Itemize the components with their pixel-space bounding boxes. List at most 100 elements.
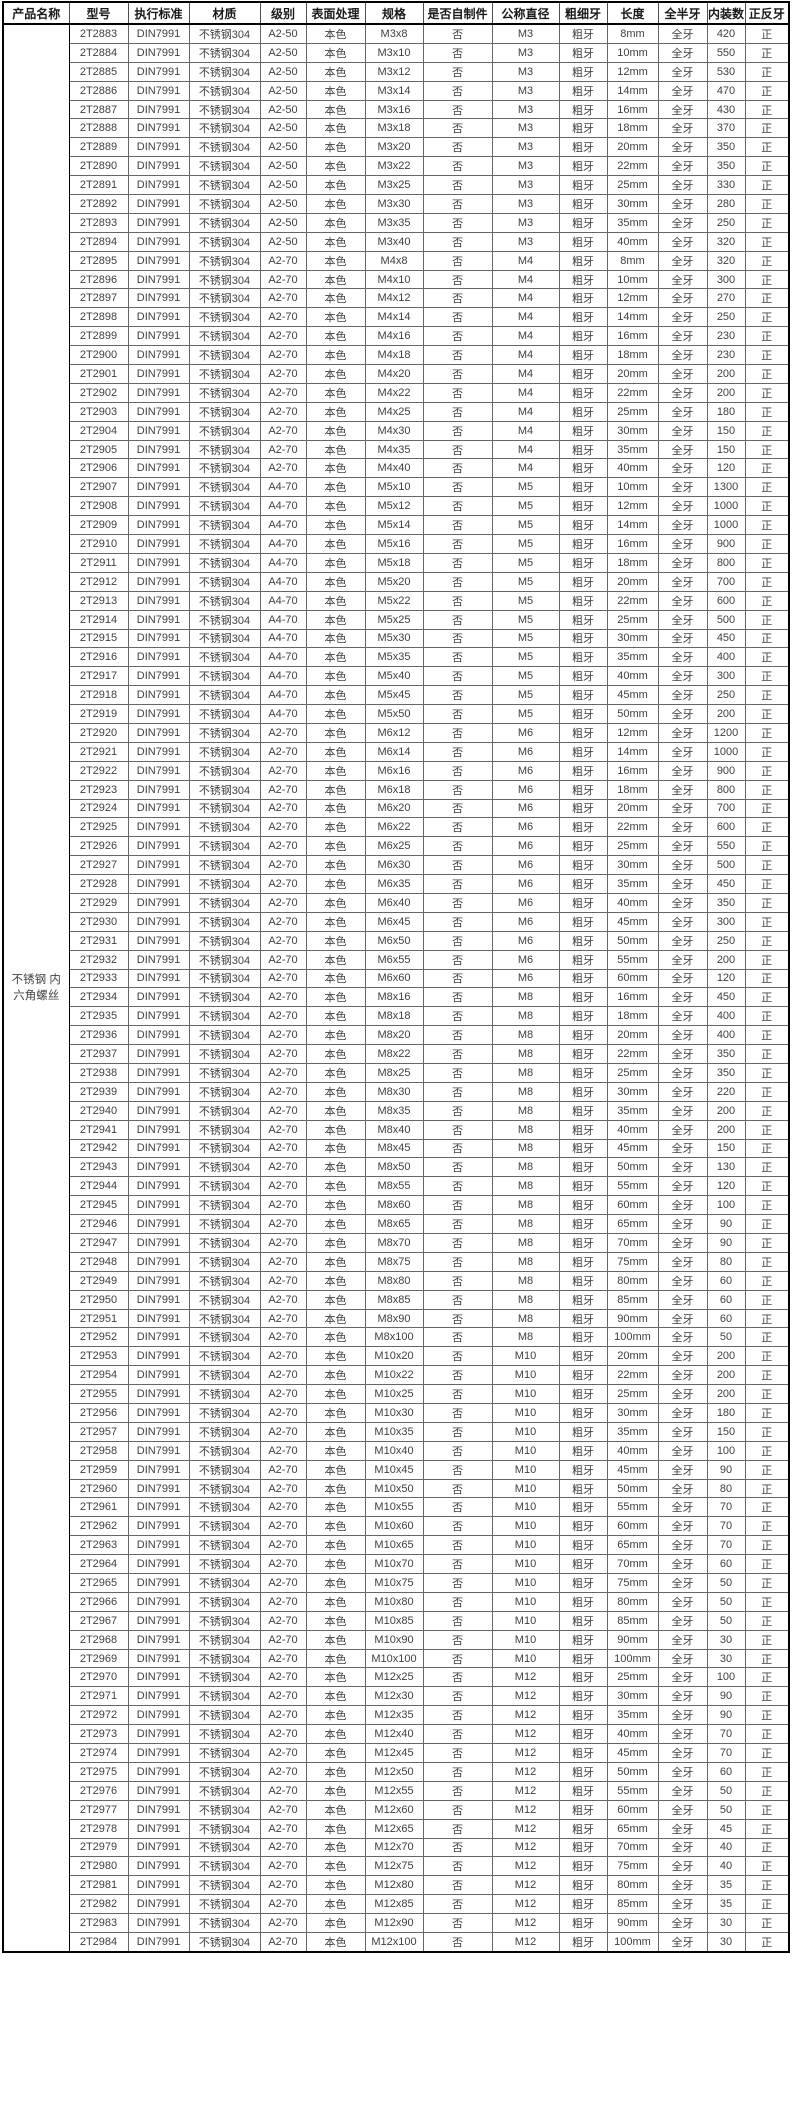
table-row: 2T2969 DIN7991 不锈钢304 A2-70 本色 M10x100 否 M10 粗牙 1… bbox=[3, 1648, 790, 1669]
cell-spec: M4x35 bbox=[364, 439, 424, 460]
cell-thread-pitch: 粗牙 bbox=[558, 42, 608, 63]
cell-surface-finish: 本色 bbox=[305, 1667, 366, 1688]
cell-thread-pitch: 粗牙 bbox=[558, 80, 608, 101]
cell-self-made: 否 bbox=[422, 1459, 493, 1480]
table-row: 2T2884 DIN7991 不锈钢304 A2-50 本色 M3x10 否 M3 粗牙 10mm… bbox=[3, 42, 790, 63]
cell-standard: DIN7991 bbox=[127, 930, 190, 951]
cell-grade: A2-70 bbox=[259, 1724, 307, 1745]
cell-model: 2T2889 bbox=[68, 137, 129, 158]
cell-model: 2T2982 bbox=[68, 1894, 129, 1915]
cell-grade: A2-70 bbox=[259, 1157, 307, 1178]
cell-pack-qty: 200 bbox=[706, 364, 746, 384]
cell-thread-coverage: 全牙 bbox=[657, 722, 708, 743]
cell-standard: DIN7991 bbox=[127, 1591, 190, 1612]
cell-thread-coverage: 全牙 bbox=[657, 628, 708, 649]
cell-surface-finish: 本色 bbox=[305, 156, 366, 177]
table-row: 2T2974 DIN7991 不锈钢304 A2-70 本色 M12x45 否 M12 粗牙 45… bbox=[3, 1743, 790, 1763]
cell-spec: M12x75 bbox=[364, 1856, 424, 1877]
cell-material: 不锈钢304 bbox=[188, 968, 261, 989]
cell-nominal-diameter: M4 bbox=[491, 250, 560, 271]
cell-nominal-diameter: M12 bbox=[491, 1931, 560, 1953]
cell-thread-pitch: 粗牙 bbox=[558, 1403, 608, 1423]
cell-model: 2T2974 bbox=[68, 1743, 129, 1763]
cell-surface-finish: 本色 bbox=[305, 571, 366, 592]
cell-length: 18mm bbox=[606, 118, 659, 139]
cell-standard: DIN7991 bbox=[127, 685, 190, 706]
table-row: 不锈钢 内六角螺丝 2T2883 DIN7991 不锈钢304 A2-50 本色 M3x8 否… bbox=[2, 23, 790, 1953]
cell-nominal-diameter: M4 bbox=[491, 458, 560, 479]
cell-model: 2T2979 bbox=[68, 1837, 129, 1858]
cell-thread-coverage: 全牙 bbox=[657, 1554, 708, 1575]
cell-thread-pitch: 粗牙 bbox=[558, 212, 608, 233]
cell-nominal-diameter: M12 bbox=[491, 1743, 560, 1763]
table-row: 2T2972 DIN7991 不锈钢304 A2-70 本色 M12x35 否 M12 粗牙 35… bbox=[3, 1705, 790, 1726]
cell-length: 16mm bbox=[606, 987, 659, 1008]
cell-pack-qty: 530 bbox=[706, 61, 746, 82]
cell-thread-coverage: 全牙 bbox=[657, 949, 708, 970]
cell-grade: A2-70 bbox=[259, 1648, 307, 1669]
cell-surface-finish: 本色 bbox=[305, 1913, 366, 1933]
cell-standard: DIN7991 bbox=[127, 458, 190, 479]
cell-spec: M5x30 bbox=[364, 628, 424, 649]
cell-pack-qty: 1300 bbox=[706, 477, 746, 498]
cell-length: 20mm bbox=[606, 1025, 659, 1046]
table-row: 2T2967 DIN7991 不锈钢304 A2-70 本色 M10x85 否 M10 粗牙 85… bbox=[3, 1610, 790, 1631]
cell-thread-pitch: 粗牙 bbox=[558, 1081, 608, 1102]
cell-self-made: 否 bbox=[422, 1799, 493, 1820]
cell-thread-pitch: 粗牙 bbox=[558, 930, 608, 951]
cell-grade: A4-70 bbox=[259, 628, 307, 649]
cell-pack-qty: 200 bbox=[706, 1346, 746, 1367]
cell-nominal-diameter: M12 bbox=[491, 1856, 560, 1877]
cell-pack-qty: 50 bbox=[706, 1573, 746, 1593]
cell-thread-pitch: 粗牙 bbox=[558, 1931, 608, 1953]
cell-model: 2T2947 bbox=[68, 1233, 129, 1253]
cell-grade: A2-70 bbox=[259, 1478, 307, 1499]
cell-thread-direction: 正 bbox=[744, 836, 790, 857]
cell-standard: DIN7991 bbox=[127, 1459, 190, 1480]
cell-spec: M5x22 bbox=[364, 590, 424, 611]
cell-thread-pitch: 粗牙 bbox=[558, 628, 608, 649]
cell-self-made: 否 bbox=[422, 1573, 493, 1593]
cell-surface-finish: 本色 bbox=[305, 1629, 366, 1650]
cell-grade: A4-70 bbox=[259, 496, 307, 517]
cell-self-made: 否 bbox=[422, 1724, 493, 1745]
cell-surface-finish: 本色 bbox=[305, 855, 366, 876]
cell-self-made: 否 bbox=[422, 99, 493, 120]
cell-thread-pitch: 粗牙 bbox=[558, 552, 608, 573]
cell-thread-pitch: 粗牙 bbox=[558, 911, 608, 932]
cell-grade: A2-70 bbox=[259, 1591, 307, 1612]
cell-nominal-diameter: M5 bbox=[491, 496, 560, 517]
cell-model: 2T2894 bbox=[68, 231, 129, 252]
cell-pack-qty: 100 bbox=[706, 1440, 746, 1461]
cell-thread-coverage: 全牙 bbox=[657, 1667, 708, 1688]
cell-spec: M12x80 bbox=[364, 1875, 424, 1896]
cell-pack-qty: 350 bbox=[706, 1044, 746, 1064]
cell-pack-qty: 90 bbox=[706, 1705, 746, 1726]
cell-nominal-diameter: M4 bbox=[491, 382, 560, 403]
cell-grade: A2-70 bbox=[259, 1837, 307, 1858]
cell-standard: DIN7991 bbox=[127, 1006, 190, 1027]
cell-surface-finish: 本色 bbox=[305, 1894, 366, 1915]
cell-thread-coverage: 全牙 bbox=[657, 1610, 708, 1631]
table-row: 2T2933 DIN7991 不锈钢304 A2-70 本色 M6x60 否 M6 粗牙 60mm… bbox=[3, 968, 790, 989]
cell-nominal-diameter: M8 bbox=[491, 1025, 560, 1046]
cell-self-made: 否 bbox=[422, 231, 493, 252]
table-row: 2T2964 DIN7991 不锈钢304 A2-70 本色 M10x70 否 M10 粗牙 70… bbox=[3, 1554, 790, 1575]
cell-self-made: 否 bbox=[422, 1006, 493, 1027]
cell-nominal-diameter: M10 bbox=[491, 1610, 560, 1631]
cell-model: 2T2890 bbox=[68, 156, 129, 177]
cell-length: 40mm bbox=[606, 1119, 659, 1140]
cell-nominal-diameter: M10 bbox=[491, 1421, 560, 1442]
table-row: 2T2911 DIN7991 不锈钢304 A4-70 本色 M5x18 否 M5 粗牙 18mm… bbox=[3, 552, 790, 573]
cell-thread-direction: 正 bbox=[744, 1100, 790, 1121]
cell-thread-pitch: 粗牙 bbox=[558, 364, 608, 384]
cell-standard: DIN7991 bbox=[127, 1327, 190, 1348]
cell-model: 2T2893 bbox=[68, 212, 129, 233]
cell-surface-finish: 本色 bbox=[305, 496, 366, 517]
cell-standard: DIN7991 bbox=[127, 1025, 190, 1046]
cell-length: 70mm bbox=[606, 1233, 659, 1253]
cell-thread-direction: 正 bbox=[744, 42, 790, 63]
cell-thread-pitch: 粗牙 bbox=[558, 798, 608, 819]
cell-material: 不锈钢304 bbox=[188, 439, 261, 460]
cell-material: 不锈钢304 bbox=[188, 1837, 261, 1858]
